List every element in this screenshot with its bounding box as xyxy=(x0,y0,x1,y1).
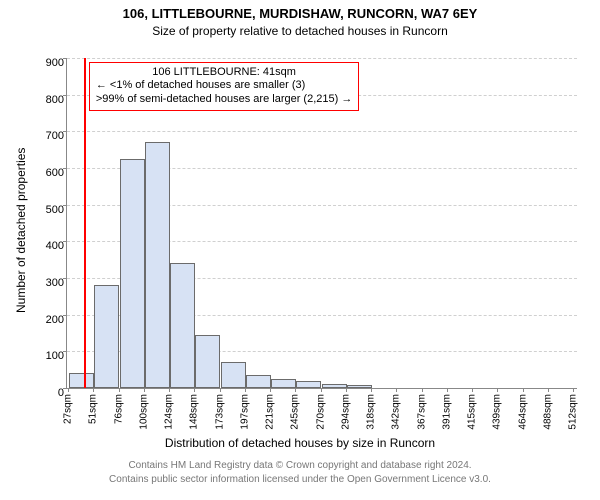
annotation-box: 106 LITTLEBOURNE: 41sqm← <1% of detached… xyxy=(89,62,360,111)
x-tick-label: 415sqm xyxy=(466,394,477,430)
histogram-bar xyxy=(296,381,321,388)
x-tick-label: 124sqm xyxy=(164,394,175,430)
x-tick-label: 221sqm xyxy=(265,394,276,430)
histogram-bar xyxy=(69,373,94,388)
histogram-bar xyxy=(145,142,170,388)
x-tick-label: 512sqm xyxy=(567,394,578,430)
y-tick-label: 300 xyxy=(0,277,70,289)
x-tick-label: 488sqm xyxy=(542,394,553,430)
footer-line-2: Contains public sector information licen… xyxy=(0,474,600,485)
x-tick-label: 270sqm xyxy=(316,394,327,430)
x-axis-label: Distribution of detached houses by size … xyxy=(0,436,600,450)
x-tick-label: 51sqm xyxy=(88,394,99,424)
histogram-bar xyxy=(120,159,145,388)
x-tick-label: 197sqm xyxy=(240,394,251,430)
y-tick-label: 900 xyxy=(0,57,70,69)
annotation-line: >99% of semi-detached houses are larger … xyxy=(96,93,353,107)
x-tick-label: 27sqm xyxy=(63,394,74,424)
histogram-bar xyxy=(271,379,296,388)
x-tick-label: 76sqm xyxy=(114,394,125,424)
x-tick-label: 173sqm xyxy=(215,394,226,430)
histogram-bar xyxy=(246,375,271,388)
x-tick-label: 464sqm xyxy=(517,394,528,430)
histogram-bar xyxy=(195,335,220,388)
y-tick-label: 700 xyxy=(0,130,70,142)
y-tick-label: 200 xyxy=(0,314,70,326)
footer-line-1: Contains HM Land Registry data © Crown c… xyxy=(0,460,600,471)
x-tick-label: 245sqm xyxy=(289,394,300,430)
chart-subtitle: Size of property relative to detached ho… xyxy=(0,24,600,38)
y-tick-label: 0 xyxy=(0,387,70,399)
y-tick-label: 600 xyxy=(0,167,70,179)
y-tick-label: 100 xyxy=(0,350,70,362)
annotation-line: ← <1% of detached houses are smaller (3) xyxy=(96,79,353,93)
x-tick-label: 100sqm xyxy=(139,394,150,430)
x-tick-label: 439sqm xyxy=(491,394,502,430)
histogram-bar xyxy=(94,285,119,388)
x-tick-label: 294sqm xyxy=(340,394,351,430)
x-tick-label: 367sqm xyxy=(416,394,427,430)
x-tick-label: 148sqm xyxy=(189,394,200,430)
plot-area: 106 LITTLEBOURNE: 41sqm← <1% of detached… xyxy=(66,58,577,389)
histogram-bar xyxy=(170,263,195,388)
x-tick-label: 342sqm xyxy=(390,394,401,430)
y-tick-label: 400 xyxy=(0,240,70,252)
x-tick-label: 391sqm xyxy=(441,394,452,430)
y-tick-label: 800 xyxy=(0,94,70,106)
y-tick-label: 500 xyxy=(0,204,70,216)
chart-container: { "title": "106, LITTLEBOURNE, MURDISHAW… xyxy=(0,0,600,500)
histogram-bar xyxy=(221,362,246,388)
property-marker-line xyxy=(84,58,86,388)
chart-title: 106, LITTLEBOURNE, MURDISHAW, RUNCORN, W… xyxy=(0,6,600,21)
x-tick-label: 318sqm xyxy=(365,394,376,430)
annotation-line: 106 LITTLEBOURNE: 41sqm xyxy=(96,66,353,80)
x-ticks: 27sqm 51sqm 76sqm 100sqm 124sqm 148sqm 173sqm 1… xyxy=(66,388,576,438)
